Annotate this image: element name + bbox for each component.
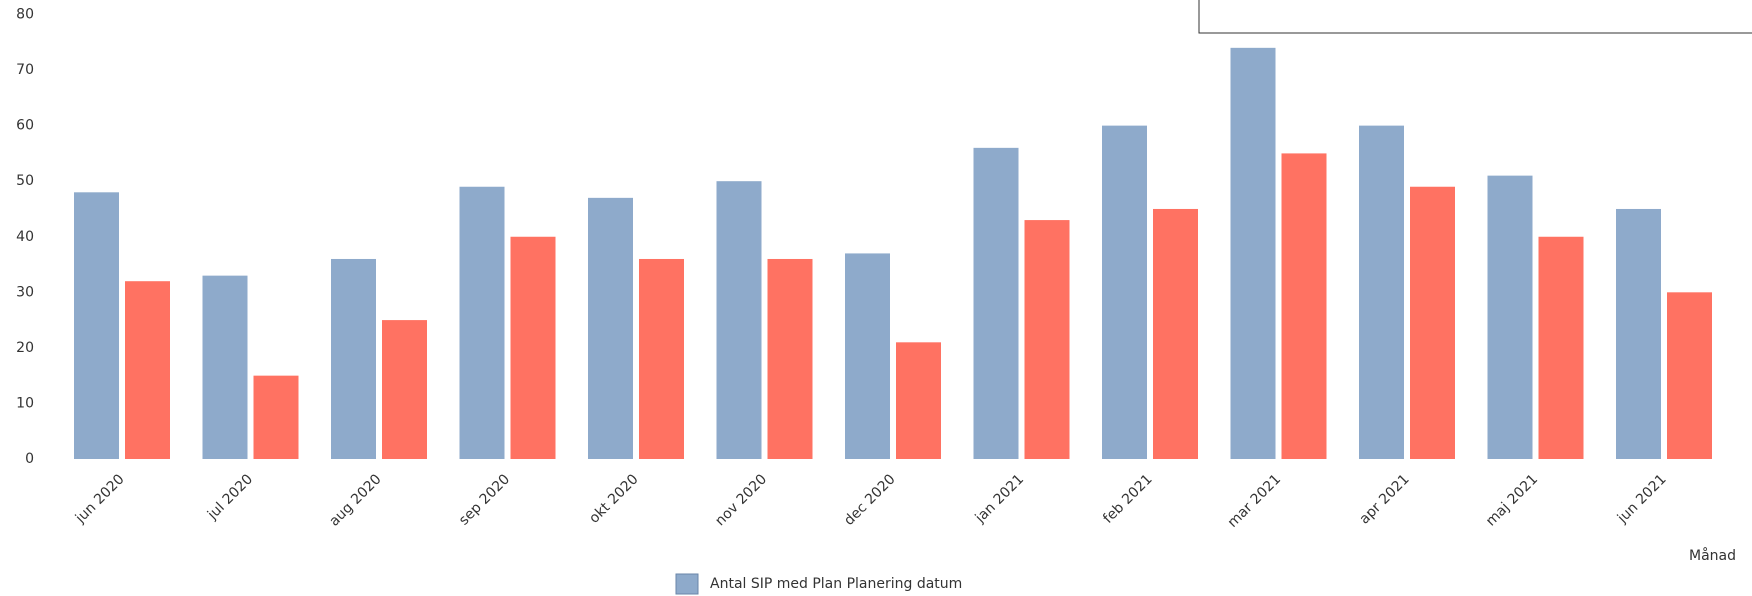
y-tick-label: 50 [16, 173, 34, 189]
x-tick-label: jan 2021 [972, 471, 1027, 526]
x-tick-label: jun 2020 [72, 471, 128, 527]
bar [1667, 292, 1712, 459]
x-tick-label: apr 2021 [1357, 471, 1413, 527]
bar [74, 192, 119, 460]
y-tick-label: 70 [16, 62, 34, 78]
bar [1230, 47, 1276, 460]
bar [716, 181, 762, 459]
bar [459, 186, 505, 459]
bar [331, 258, 376, 459]
bar [1281, 153, 1327, 459]
x-tick-label: jun 2021 [1614, 471, 1670, 527]
bar [1538, 236, 1584, 459]
x-tick-label: nov 2020 [712, 471, 770, 529]
bar [1410, 186, 1455, 459]
bar [1616, 208, 1661, 459]
legend-swatch [675, 573, 699, 595]
bar [125, 281, 170, 459]
y-tick-label: 10 [16, 395, 34, 411]
x-tick-label: mar 2021 [1225, 471, 1284, 530]
y-tick-label: 40 [16, 229, 34, 245]
overlay-box [1198, 0, 1752, 34]
x-tick-label: dec 2020 [841, 471, 898, 528]
bar [973, 147, 1019, 459]
bar [202, 275, 248, 459]
bar [588, 197, 633, 459]
bar [845, 253, 890, 459]
y-tick-label: 30 [16, 284, 34, 300]
x-tick-label: okt 2020 [586, 471, 641, 526]
bar [1102, 125, 1147, 459]
bar [1359, 125, 1404, 459]
bar [1153, 208, 1198, 459]
x-tick-label: aug 2020 [326, 471, 384, 529]
y-tick-label: 20 [16, 340, 34, 356]
bar [382, 320, 427, 459]
bar [767, 258, 813, 459]
y-tick-label: 60 [16, 118, 34, 134]
bar [1487, 175, 1533, 459]
x-tick-label: jul 2020 [204, 471, 256, 523]
x-axis-label: Månad [1689, 547, 1736, 564]
x-tick-label: sep 2020 [456, 471, 513, 528]
bar [639, 258, 684, 459]
bar [1024, 220, 1070, 459]
y-tick-label: 0 [25, 451, 34, 467]
x-tick-label: maj 2021 [1483, 471, 1541, 529]
legend-label: Antal SIP med Plan Planering datum [710, 576, 962, 592]
bar [253, 375, 299, 459]
x-tick-label: feb 2021 [1100, 471, 1156, 527]
y-tick-label: 80 [16, 7, 34, 23]
bar [510, 236, 556, 459]
bar [896, 342, 941, 459]
